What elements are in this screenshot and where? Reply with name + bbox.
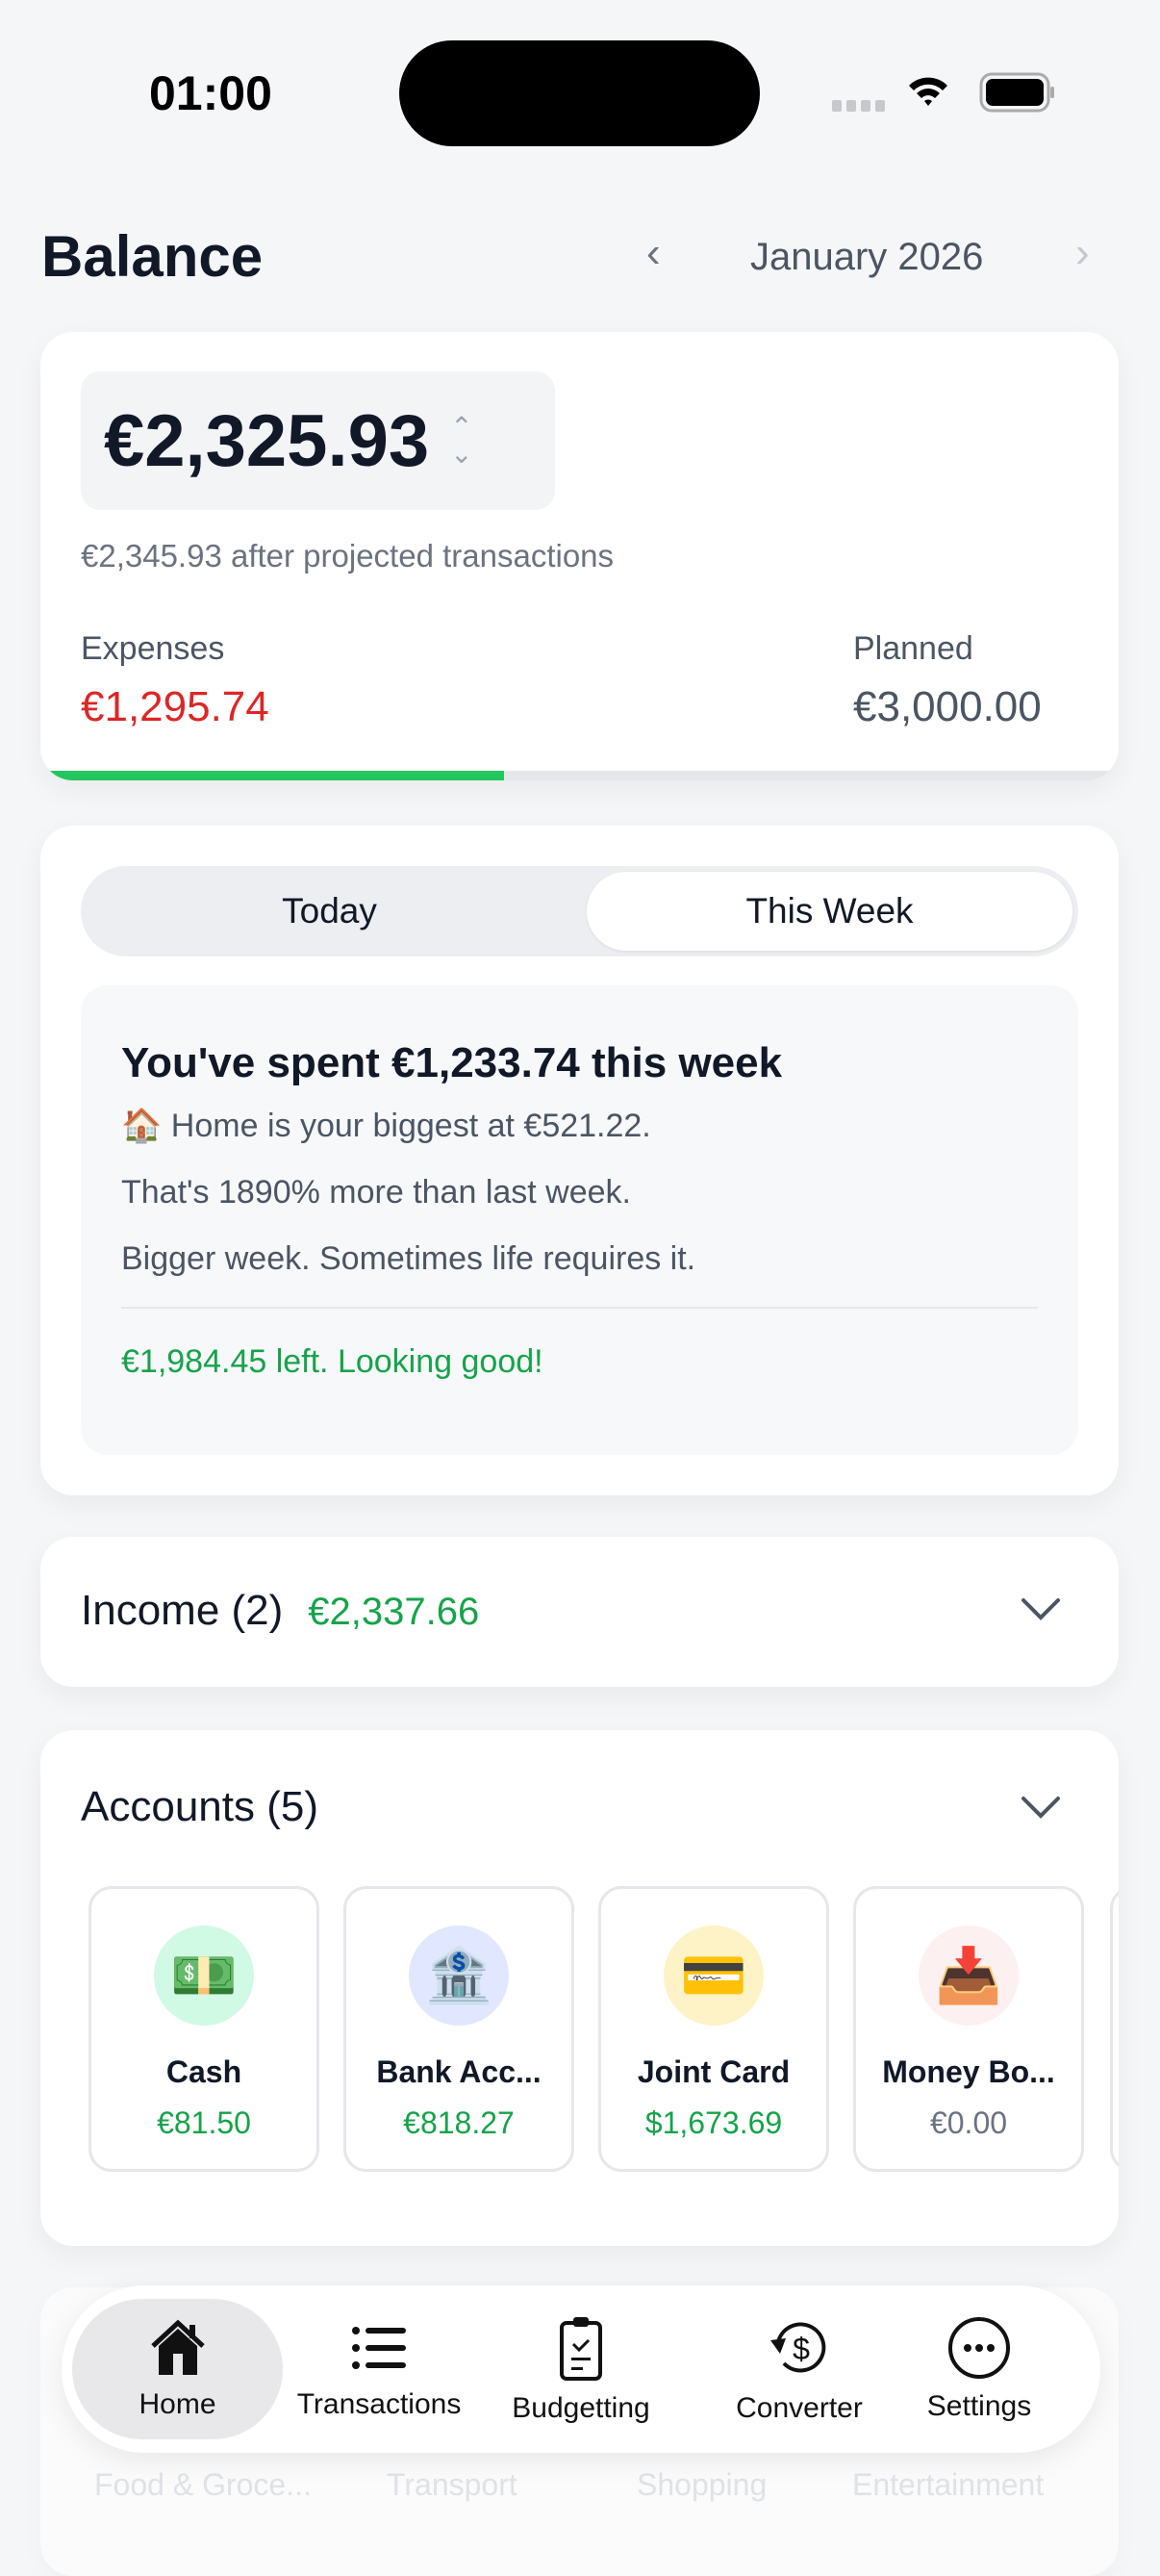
account-tile[interactable]: 📥 Money Bo... €0.00 — [853, 1886, 1084, 2172]
tab-budgetting[interactable]: Budgetting — [485, 2299, 677, 2439]
home-icon — [150, 2319, 205, 2375]
tab-home[interactable]: Home — [72, 2299, 283, 2439]
insight-title: You've spent €1,233.74 this week — [121, 1039, 783, 1086]
chevron-down-icon[interactable] — [1020, 1594, 1062, 1623]
clipboard-icon — [560, 2317, 602, 2381]
accounts-title: Accounts (5) — [81, 1783, 318, 1830]
expenses-label: Expenses — [81, 630, 225, 667]
tab-label: Settings — [926, 2390, 1032, 2422]
account-balance: €0.00 — [929, 2105, 1008, 2140]
category-label[interactable]: Shopping — [637, 2467, 768, 2502]
period-segmented-control: Today This Week — [81, 866, 1078, 956]
weekly-insight: You've spent €1,233.74 this week 🏠 Home … — [81, 985, 1078, 1455]
account-tile[interactable]: 💳 Joint Card $1,673.69 — [598, 1886, 829, 2172]
currency-exchange-icon: $ — [770, 2322, 826, 2373]
tab-settings[interactable]: Settings — [883, 2299, 1075, 2439]
next-month-button[interactable]: › — [1075, 229, 1090, 276]
chevron-down-icon[interactable] — [1020, 1793, 1062, 1822]
svg-text:$: $ — [793, 2332, 810, 2366]
tab-label: Converter — [736, 2392, 863, 2424]
planned-value: €3,000.00 — [853, 683, 1042, 730]
accounts-section: Accounts (5) 💵 Cash €81.50 🏦 Bank Acc... €818… — [40, 1730, 1119, 2246]
income-amount: €2,337.66 — [308, 1591, 480, 1633]
tab-bar: Home Transactions Budgetting $ Converter… — [62, 2285, 1100, 2453]
account-balance: $1,673.69 — [644, 2105, 783, 2140]
account-icon: 💵 — [154, 1926, 254, 2026]
status-time: 01:00 — [149, 66, 272, 120]
list-icon — [352, 2327, 406, 2369]
divider — [121, 1307, 1038, 1309]
account-balance: €81.50 — [157, 2105, 251, 2140]
budget-progress-fill — [40, 771, 505, 780]
insight-remaining: €1,984.45 left. Looking good! — [121, 1343, 543, 1380]
income-title: Income (2) — [81, 1587, 284, 1634]
account-icon: 🏦 — [409, 1926, 509, 2026]
insight-comment: Bigger week. Sometimes life requires it. — [121, 1240, 696, 1277]
previous-month-button[interactable]: ‹ — [646, 229, 661, 276]
insight-comparison: That's 1890% more than last week. — [121, 1174, 631, 1211]
spending-card: Today This Week You've spent €1,233.74 t… — [40, 826, 1119, 1495]
tab-label: Transactions — [296, 2388, 462, 2420]
wifi-icon — [909, 77, 947, 106]
account-name: Money Bo... — [882, 2054, 1055, 2089]
battery-icon — [979, 72, 1054, 113]
current-month: January 2026 — [750, 236, 984, 278]
account-tile[interactable]: 💵 Cash €81.50 — [88, 1886, 319, 2172]
account-name: Bank Acc... — [376, 2054, 542, 2089]
balance-amount: €2,325.93 — [104, 399, 430, 482]
chevron-up-down-icon: ⌃ ⌄ — [450, 412, 473, 469]
tab-transactions[interactable]: Transactions — [283, 2299, 475, 2439]
category-label[interactable]: Food & Groce... — [94, 2467, 312, 2502]
account-tile[interactable]: 🏦 Bank Acc... €818.27 — [343, 1886, 574, 2172]
tab-this-week[interactable]: This Week — [587, 872, 1072, 951]
account-tile-partial[interactable] — [1110, 1886, 1119, 2172]
expenses-value: €1,295.74 — [81, 683, 269, 730]
cellular-signal-icon — [832, 100, 885, 112]
account-name: Cash — [165, 2054, 242, 2089]
budget-progress-bar — [40, 771, 1119, 780]
category-label[interactable]: Entertainment — [852, 2467, 1045, 2502]
account-name: Joint Card — [637, 2054, 791, 2089]
balance-selector[interactable]: €2,325.93 ⌃ ⌄ — [81, 371, 555, 510]
account-icon: 📥 — [919, 1926, 1019, 2026]
tab-today[interactable]: Today — [282, 891, 377, 931]
tab-label: Home — [139, 2388, 216, 2420]
tab-label: Budgetting — [512, 2392, 650, 2424]
dynamic-island — [399, 40, 760, 146]
tab-converter[interactable]: $ Converter — [703, 2299, 895, 2439]
account-icon: 💳 — [664, 1926, 764, 2026]
insight-biggest: Home is your biggest at €521.22. — [170, 1108, 651, 1144]
income-section[interactable]: Income (2) €2,337.66 — [40, 1537, 1119, 1687]
projected-balance: €2,345.93 after projected transactions — [81, 538, 615, 574]
page-title: Balance — [41, 224, 264, 289]
balance-card: €2,325.93 ⌃ ⌄ €2,345.93 after projected t… — [40, 332, 1119, 780]
category-label[interactable]: Transport — [387, 2467, 517, 2502]
planned-label: Planned — [853, 630, 973, 667]
more-icon — [948, 2317, 1010, 2379]
account-balance: €818.27 — [403, 2105, 515, 2140]
home-emoji-icon: 🏠 — [121, 1108, 163, 1144]
